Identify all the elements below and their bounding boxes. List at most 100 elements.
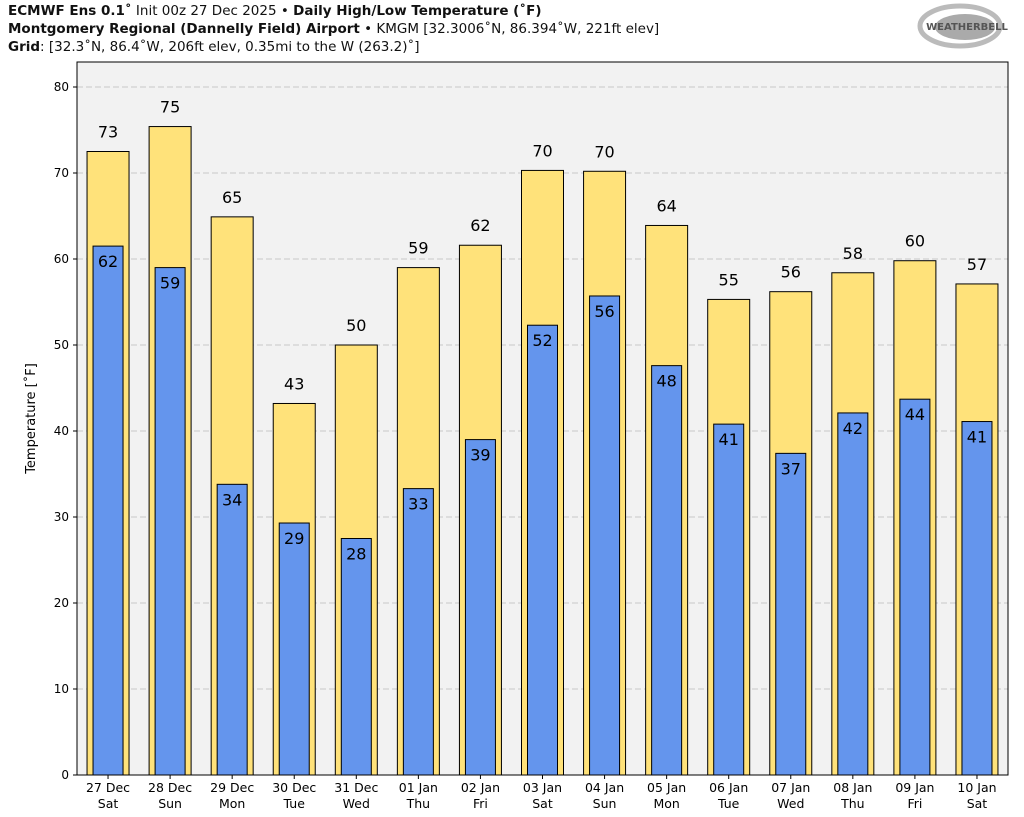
weatherbell-logo: WEATHERBELL	[917, 3, 1008, 49]
low-label: 37	[781, 459, 801, 478]
low-bar	[278, 522, 310, 776]
high-bar	[396, 267, 440, 776]
x-tick-date: 30 Dec	[272, 780, 316, 795]
y-tick-label: 70	[54, 166, 69, 180]
low-bar	[837, 412, 869, 776]
high-bar	[645, 224, 689, 776]
x-tick-date: 01 Jan	[399, 780, 438, 795]
high-label: 65	[222, 188, 242, 207]
low-bar	[216, 483, 248, 776]
svg-text:WEATHERBELL: WEATHERBELL	[926, 22, 1008, 33]
x-tick-weekday: Mon	[219, 796, 245, 811]
y-tick-label: 80	[54, 80, 69, 94]
low-label: 62	[98, 252, 118, 271]
low-label: 29	[284, 529, 304, 548]
low-label: 28	[346, 545, 366, 564]
x-tick-weekday: Sun	[158, 796, 182, 811]
x-tick-weekday: Wed	[777, 796, 804, 811]
low-bar	[775, 452, 807, 776]
high-bar	[769, 291, 813, 776]
high-label: 62	[470, 216, 490, 235]
high-label: 70	[532, 141, 552, 160]
low-label: 41	[719, 430, 739, 449]
grid-label: Grid	[8, 39, 41, 55]
grid-info: : [32.3˚N, 86.4˚W, 206ft elev, 0.35mi to…	[40, 39, 420, 55]
station-name: Montgomery Regional (Dannelly Field) Air…	[8, 21, 360, 37]
low-bar	[961, 421, 993, 776]
model-name: ECMWF Ens 0.1˚	[8, 3, 132, 19]
low-label: 52	[532, 331, 552, 350]
low-bar	[589, 295, 621, 776]
plot-frame	[76, 61, 1009, 776]
high-label: 64	[656, 196, 676, 215]
high-bar	[893, 260, 937, 776]
x-tick-date: 29 Dec	[210, 780, 254, 795]
low-label: 33	[408, 495, 428, 514]
x-tick-weekday: Sat	[532, 796, 553, 811]
y-tick-label: 10	[54, 682, 69, 696]
low-bar	[340, 538, 372, 776]
high-bar	[707, 298, 751, 776]
x-tick-weekday: Fri	[907, 796, 922, 811]
y-tick-label: 60	[54, 252, 69, 266]
x-tick-date: 27 Dec	[86, 780, 130, 795]
high-bar	[334, 344, 378, 776]
low-label: 48	[656, 372, 676, 391]
high-bar	[210, 216, 254, 776]
x-tick-date: 02 Jan	[461, 780, 500, 795]
title-line-3: Grid: [32.3˚N, 86.4˚W, 206ft elev, 0.35m…	[8, 39, 420, 55]
low-label: 42	[843, 419, 863, 438]
high-bar	[831, 272, 875, 776]
high-bar	[583, 170, 627, 776]
low-bar	[154, 267, 186, 776]
high-label: 57	[967, 255, 987, 274]
x-tick-date: 28 Dec	[148, 780, 192, 795]
high-label: 60	[905, 232, 925, 251]
y-tick-label: 20	[54, 596, 69, 610]
x-tick-weekday: Fri	[473, 796, 488, 811]
x-tick-weekday: Wed	[343, 796, 370, 811]
high-label: 50	[346, 316, 366, 335]
x-tick-weekday: Tue	[717, 796, 740, 811]
low-bar	[464, 439, 496, 776]
x-tick-date: 08 Jan	[833, 780, 872, 795]
x-tick-weekday: Mon	[653, 796, 679, 811]
low-bar	[92, 245, 124, 776]
high-label: 70	[594, 142, 614, 161]
high-label: 58	[843, 244, 863, 263]
low-bar	[713, 423, 745, 776]
x-tick-weekday: Sat	[98, 796, 119, 811]
y-tick-label: 40	[54, 424, 69, 438]
low-bar	[651, 365, 683, 776]
plot-background	[77, 62, 1008, 775]
y-tick-label: 0	[61, 768, 69, 782]
x-tick-date: 10 Jan	[957, 780, 996, 795]
low-label: 39	[470, 446, 490, 465]
x-tick-weekday: Thu	[406, 796, 430, 811]
x-tick-date: 06 Jan	[709, 780, 748, 795]
x-tick-date: 05 Jan	[647, 780, 686, 795]
low-label: 44	[905, 405, 925, 424]
y-tick-label: 50	[54, 338, 69, 352]
init-time: Init 00z 27 Dec 2025 •	[131, 3, 294, 19]
high-label: 56	[781, 263, 801, 282]
high-bar	[458, 244, 502, 776]
low-bar	[899, 398, 931, 776]
title-line-1: ECMWF Ens 0.1˚ Init 00z 27 Dec 2025 • Da…	[8, 3, 542, 19]
x-tick-date: 03 Jan	[523, 780, 562, 795]
station-info: • KMGM [32.3006˚N, 86.394˚W, 221ft elev]	[359, 21, 660, 37]
x-tick-date: 09 Jan	[895, 780, 934, 795]
x-tick-weekday: Sat	[967, 796, 988, 811]
low-label: 34	[222, 490, 242, 509]
high-label: 43	[284, 374, 304, 393]
high-bar	[955, 283, 999, 776]
x-tick-weekday: Tue	[283, 796, 306, 811]
high-bar	[86, 151, 130, 776]
low-label: 56	[594, 302, 614, 321]
x-tick-weekday: Thu	[840, 796, 864, 811]
x-tick-weekday: Sun	[593, 796, 617, 811]
x-tick-date: 07 Jan	[771, 780, 810, 795]
y-tick-label: 30	[54, 510, 69, 524]
